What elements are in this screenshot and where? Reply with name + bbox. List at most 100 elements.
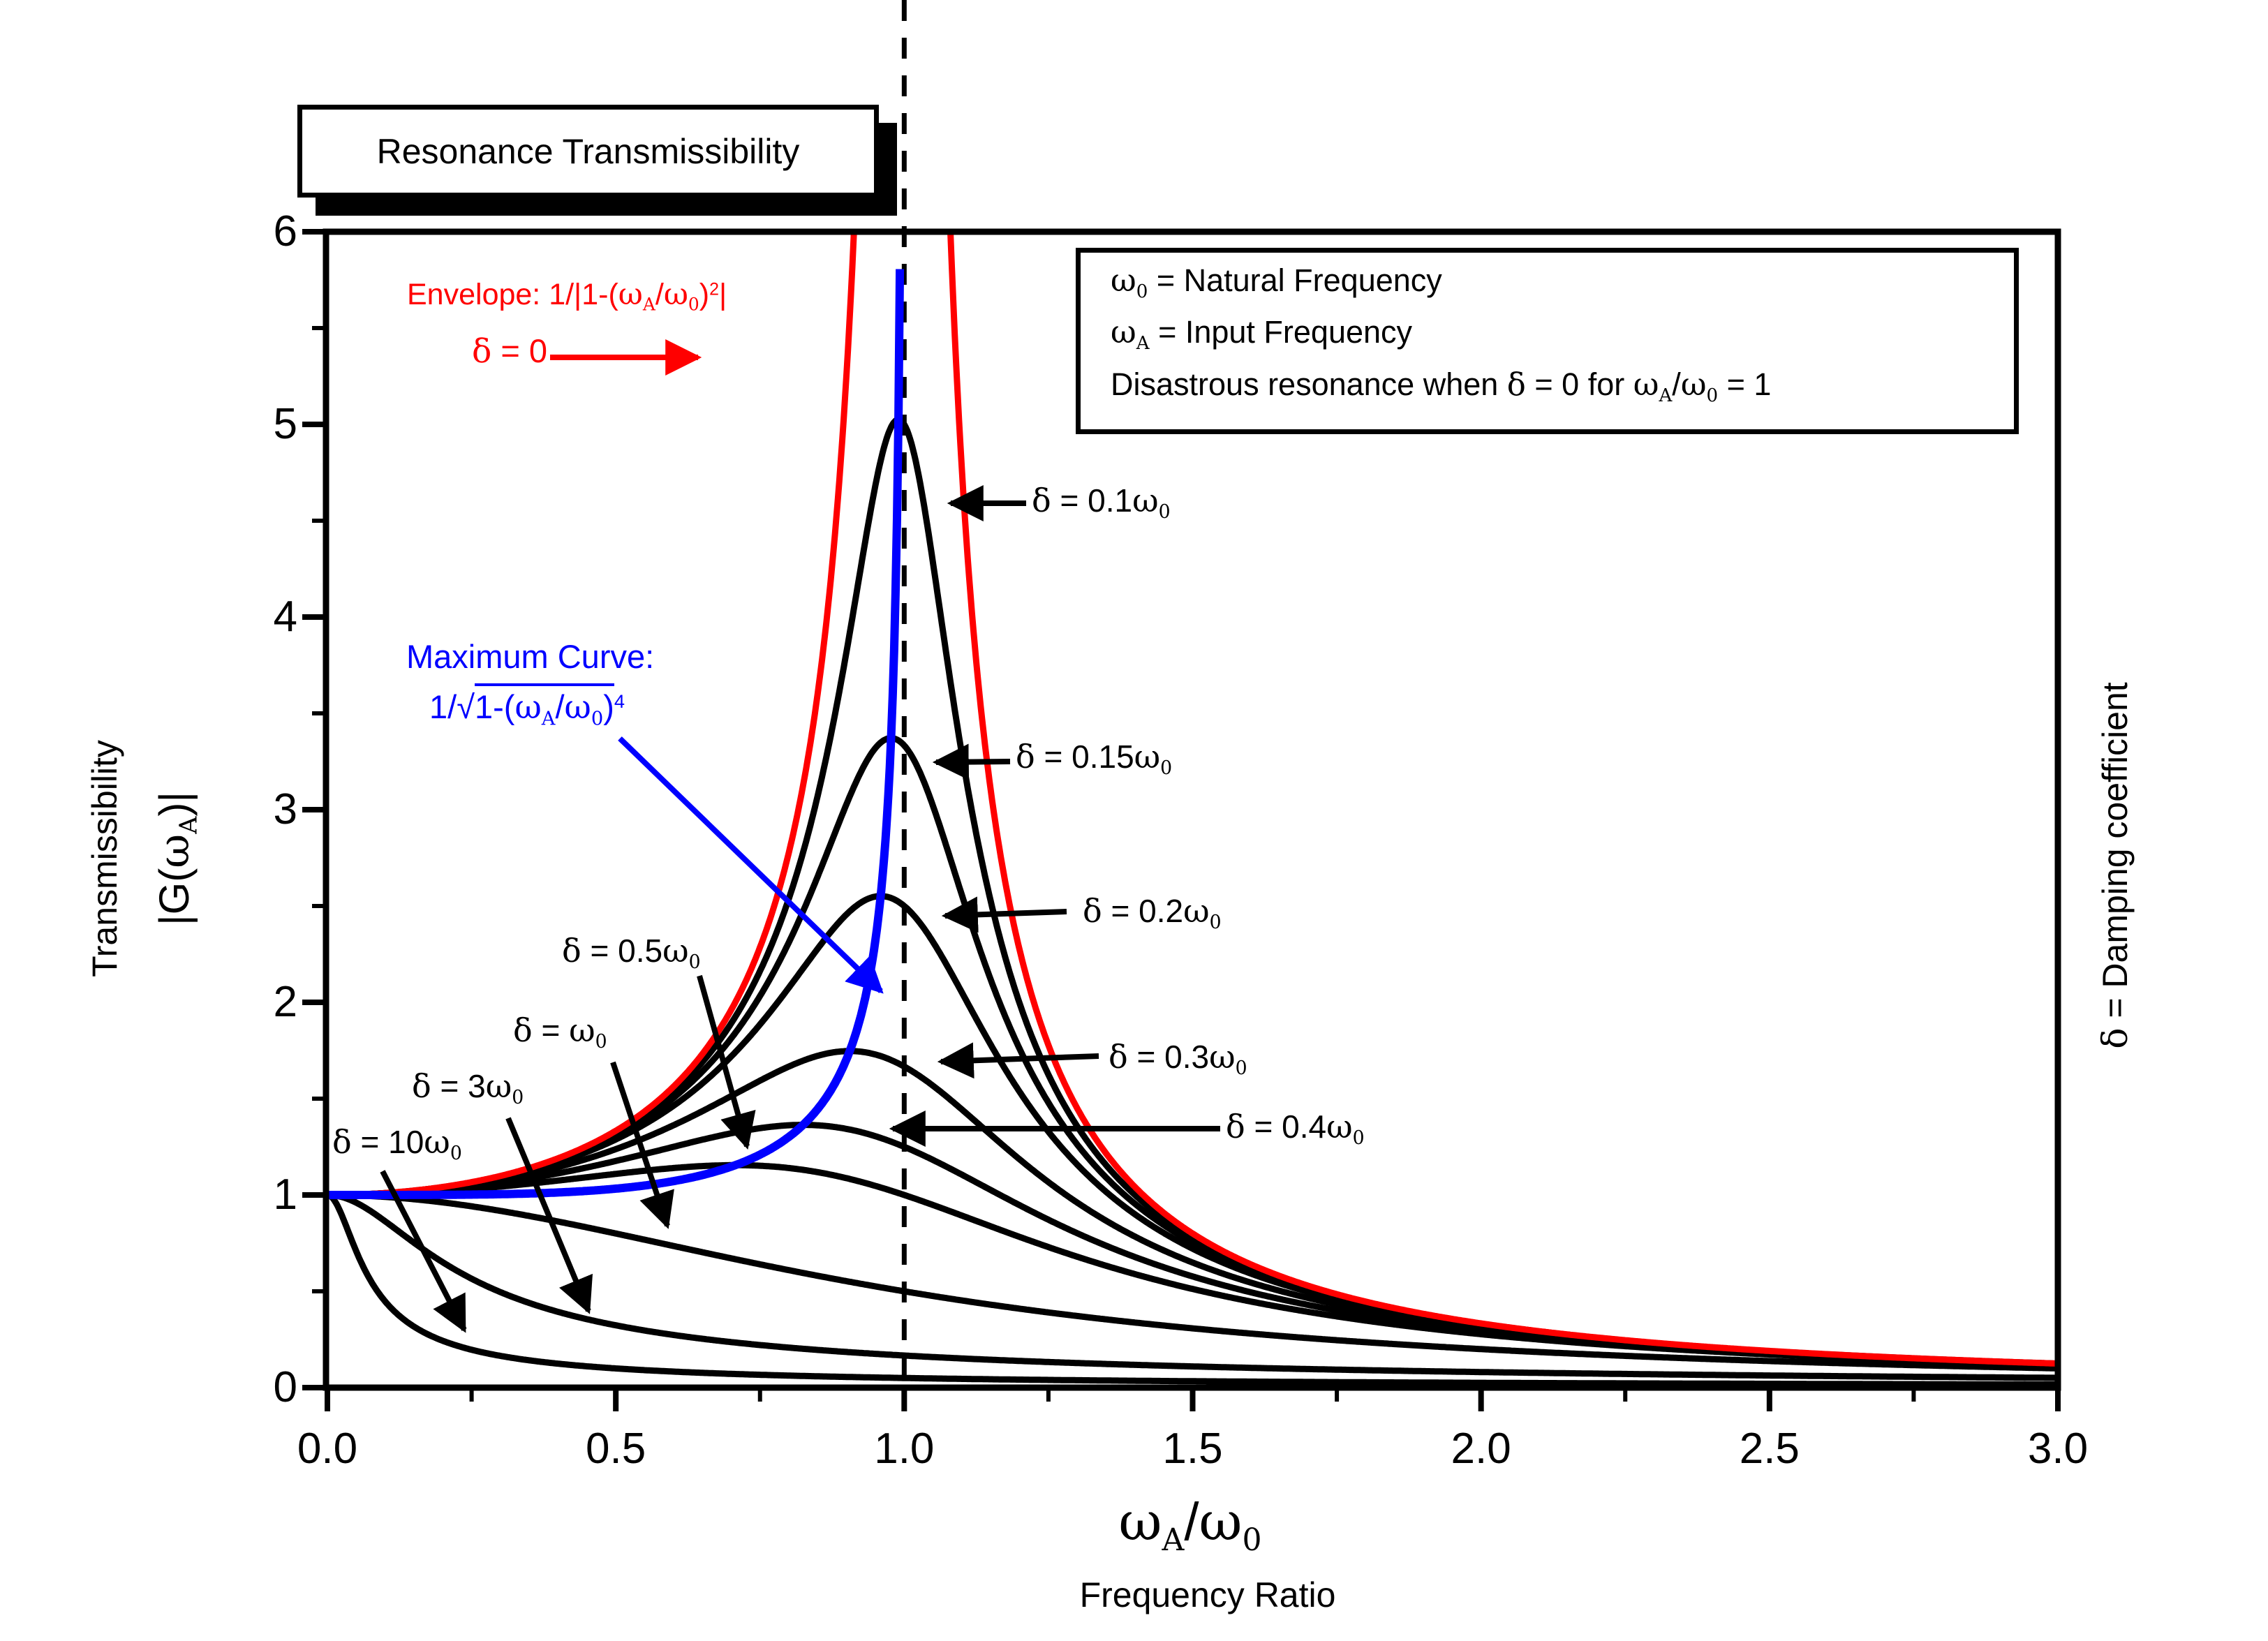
text-segment: ω [1633, 366, 1659, 403]
curve-zeta-3 [329, 1191, 2056, 1381]
text-segment: ω [1199, 1490, 1243, 1553]
maximum-curve-label: Maximum Curve: [406, 639, 654, 675]
maximum-curve-arrow [618, 736, 884, 994]
text-segment: ω [1118, 1490, 1162, 1553]
curve-group [329, 235, 2056, 1386]
text-segment: = Natural Frequency [1148, 262, 1442, 298]
y-tick-label: 4 [273, 593, 297, 641]
text-segment: 0 [1136, 281, 1148, 302]
text-segment: ω [1183, 892, 1210, 930]
text-segment: ω [1326, 1108, 1353, 1145]
curve-label-delta-0p15: δ = 0.15ω0 [1016, 738, 1173, 780]
curve-label-delta-0p2: δ = 0.2ω0 [1083, 892, 1222, 934]
text-segment: ω [1132, 482, 1159, 519]
text-segment: δ [513, 1011, 533, 1049]
text-segment: 1/√ [429, 688, 475, 725]
x-tick-label: 0.0 [297, 1425, 358, 1473]
text-segment: ) [603, 688, 614, 725]
curve-label-delta-10: δ = 10ω0 [332, 1124, 462, 1165]
text-segment: 1-(ωA/ω0) [475, 683, 614, 729]
curve-label-delta-0p3: δ = 0.3ω0 [1109, 1038, 1247, 1079]
text-segment: 0 [688, 294, 699, 315]
text-segment: A [1659, 385, 1673, 406]
text-segment: δ [1109, 1038, 1128, 1076]
text-segment: = 1 [1718, 366, 1772, 402]
x-tick-label: 1.0 [874, 1425, 935, 1473]
text-segment: δ [412, 1067, 431, 1105]
text-segment: ω [1111, 313, 1136, 350]
curve-zeta-10 [329, 1191, 2056, 1386]
maximum-curve-formula: 1/√1-(ωA/ω0)4 [429, 683, 625, 729]
right-axis-label: δ = Damping coefficient [2095, 682, 2135, 1049]
text-segment: )| [150, 792, 198, 817]
curve-label-delta-0p4: δ = 0.4ω0 [1226, 1108, 1365, 1150]
x-axis-symbol-label: ωA/ω0 [1119, 1493, 1262, 1557]
text-segment: 0 [450, 1143, 462, 1165]
text-segment: 0 [1158, 501, 1171, 524]
text-segment: δ [1032, 482, 1051, 519]
text-segment: ) [699, 278, 710, 311]
text-segment: / [555, 688, 565, 725]
legend-line-input-frequency: ωA = Input Frequency [1111, 315, 1412, 353]
y-tick-label: 0 [273, 1363, 297, 1411]
curve-zeta-1 [329, 1191, 2056, 1372]
tick-group [302, 229, 2061, 1411]
title-box: Resonance Transmissibility [297, 105, 879, 198]
arrow-delta-1 [610, 1061, 674, 1229]
text-segment: = 0.1 [1051, 482, 1133, 519]
text-segment: Maximum Curve: [406, 638, 655, 675]
x-axis-label: Frequency Ratio [1079, 1575, 1336, 1614]
text-segment: = 0.5 [581, 933, 663, 969]
text-segment: δ [2095, 1027, 2135, 1049]
text-segment: 0 [1160, 757, 1173, 780]
text-segment: 0 [512, 1087, 524, 1109]
text-segment: = 0 for [1525, 366, 1633, 402]
text-segment: = 10 [351, 1124, 424, 1160]
text-segment: = 3 [431, 1068, 486, 1104]
text-segment: ω [149, 833, 199, 868]
text-segment: |G( [150, 868, 198, 926]
y-tick-label: 1 [273, 1171, 297, 1219]
x-tick-label: 2.5 [1739, 1425, 1800, 1473]
text-segment: 0 [595, 1031, 607, 1053]
x-tick-label: 2.0 [1451, 1425, 1511, 1473]
curve-envelope [329, 235, 2056, 1367]
text-segment: ω [663, 277, 688, 312]
x-tick-label: 1.5 [1162, 1425, 1223, 1473]
text-segment: 0 [591, 708, 604, 730]
text-segment: ω [569, 1011, 595, 1049]
text-segment: ω [485, 1067, 512, 1105]
envelope-delta-zero-label: δ = 0 [472, 333, 547, 370]
text-segment: = 0.3 [1127, 1039, 1210, 1075]
text-segment: 1-( [475, 688, 515, 725]
text-segment: = Input Frequency [1149, 314, 1413, 350]
text-segment: A [175, 816, 203, 834]
page-title: Resonance Transmissibility [376, 131, 800, 171]
text-segment: 0 [1706, 385, 1719, 406]
text-segment: A [541, 708, 556, 730]
text-segment: / [1672, 366, 1681, 402]
text-segment: ω [1111, 262, 1136, 299]
text-segment: ω [514, 688, 542, 727]
arrow-delta-0p2 [941, 896, 1067, 933]
arrow-delta-0p5 [697, 974, 756, 1150]
text-segment: 0 [1352, 1127, 1365, 1150]
text-segment: ω [1209, 1038, 1236, 1076]
text-segment: = [532, 1012, 570, 1048]
text-segment: δ [1226, 1108, 1245, 1145]
y-axis-label: Transmissibility [85, 740, 124, 977]
text-segment: ω [618, 277, 643, 312]
curve-label-delta-0p5: δ = 0.5ω0 [562, 933, 701, 973]
text-segment: ω [1134, 738, 1161, 775]
text-segment: 0 [1209, 912, 1222, 934]
arrow-delta-0p3 [937, 1042, 1099, 1079]
text-segment: 2 [709, 279, 719, 299]
legend-box [1076, 248, 2019, 434]
text-segment: δ [1083, 892, 1102, 930]
text-segment: A [642, 294, 655, 315]
curve-maximum [329, 269, 905, 1199]
text-segment: = 0.15 [1035, 738, 1134, 775]
text-segment: 4 [614, 690, 625, 713]
